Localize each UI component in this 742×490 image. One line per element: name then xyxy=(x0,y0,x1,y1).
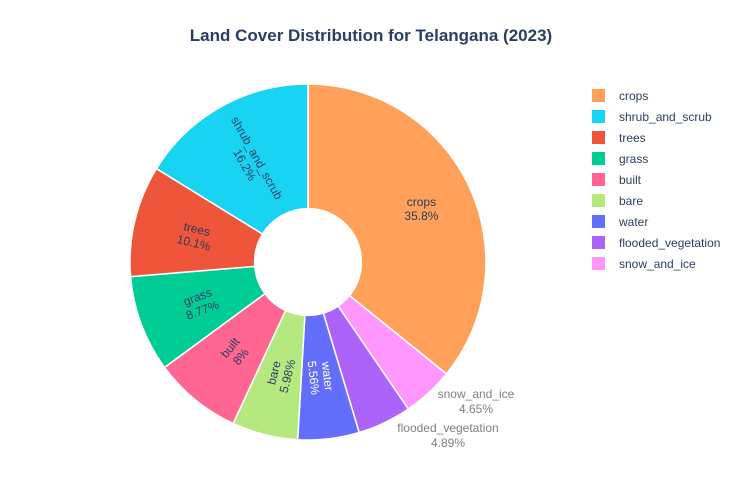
pie-labels: crops 35.8% snow_and_ice 4.65% flooded_veget… xyxy=(175,114,514,450)
legend-label: water xyxy=(618,215,648,229)
legend-swatch xyxy=(592,173,605,186)
legend-item-shrub-and-scrub[interactable]: shrub_and_scrub xyxy=(592,110,712,124)
legend-swatch xyxy=(592,215,605,228)
legend-item-water[interactable]: water xyxy=(592,215,648,229)
legend-swatch xyxy=(592,110,605,123)
legend-label: flooded_vegetation xyxy=(619,236,720,250)
slice-label-water: water5.56% xyxy=(305,359,337,396)
legend-label: grass xyxy=(619,152,648,166)
legend-label: shrub_and_scrub xyxy=(619,110,712,124)
legend-label: bare xyxy=(619,194,643,208)
legend-item-crops[interactable]: crops xyxy=(592,89,648,103)
pie-slice-shrub-and-scrub[interactable] xyxy=(155,83,309,236)
legend-swatch xyxy=(592,236,605,249)
slice-label-crops: crops 35.8% xyxy=(404,195,438,223)
legend-item-bare[interactable]: bare xyxy=(592,194,643,208)
legend-swatch xyxy=(592,257,605,270)
legend-item-grass[interactable]: grass xyxy=(592,152,648,166)
pie-slice-trees[interactable] xyxy=(129,167,264,278)
legend-swatch xyxy=(592,131,605,144)
legend-label: crops xyxy=(619,89,648,103)
legend-label: built xyxy=(619,173,642,187)
legend-item-built[interactable]: built xyxy=(592,173,642,187)
chart-title: Land Cover Distribution for Telangana (2… xyxy=(190,26,552,45)
slice-label-snow-and-ice: snow_and_ice 4.65% xyxy=(438,387,515,416)
legend-label: trees xyxy=(619,131,646,145)
pie-slice-crops[interactable] xyxy=(307,83,487,375)
legend-item-snow-and-ice[interactable]: snow_and_ice xyxy=(592,257,696,271)
legend-swatch xyxy=(592,89,605,102)
legend-item-flooded-vegetation[interactable]: flooded_vegetation xyxy=(592,236,720,250)
legend-item-trees[interactable]: trees xyxy=(592,131,646,145)
slice-label-flooded-vegetation: flooded_vegetation 4.89% xyxy=(397,421,498,450)
legend-swatch xyxy=(592,194,605,207)
legend-label: snow_and_ice xyxy=(619,257,696,271)
pie-slices xyxy=(129,83,487,441)
legend-swatch xyxy=(592,152,605,165)
